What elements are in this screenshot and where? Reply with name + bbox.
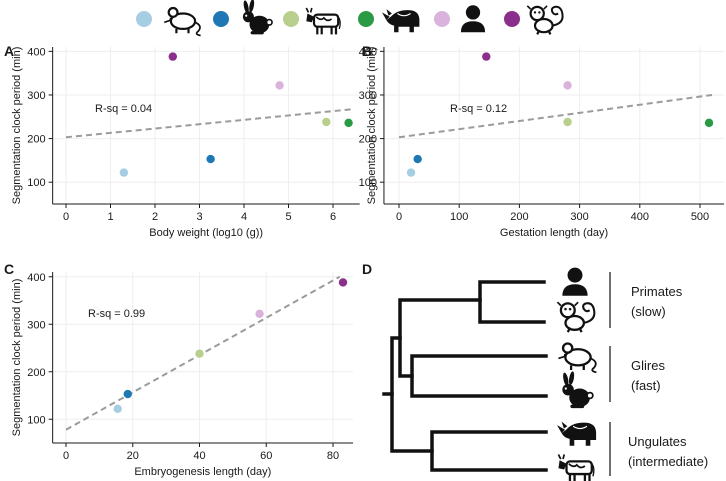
y-tick-label: 100 — [359, 177, 377, 189]
x-tick-label: 3 — [196, 211, 202, 223]
point-rabbit — [123, 389, 132, 399]
primates-label: Primates — [631, 284, 683, 299]
trend-line — [65, 108, 351, 139]
legend-cattle-swatch — [283, 11, 299, 27]
species-legend — [136, 0, 564, 37]
human-icon — [562, 267, 588, 296]
x-tick-label: 0 — [396, 211, 402, 223]
panel-letter-a: A — [4, 43, 14, 59]
legend-marmoset-swatch — [504, 11, 520, 27]
x-tick-label: 1 — [107, 211, 113, 223]
x-tick-label: 0 — [63, 211, 69, 223]
y-tick-label: 400 — [359, 46, 377, 58]
ungulates-label: Ungulates — [628, 434, 687, 449]
x-tick-label: 80 — [327, 450, 339, 462]
point-cattle — [322, 117, 331, 127]
y-tick-label: 100 — [27, 177, 45, 189]
legend-human-swatch — [434, 11, 450, 27]
point-mouse — [119, 168, 129, 177]
y-axis-title: Segmentation clock period (min) — [11, 47, 23, 205]
rhinoceros-icon — [381, 8, 420, 33]
legend-rabbit-swatch — [213, 11, 229, 27]
cattle-icon — [557, 453, 596, 481]
ungulates-speed: (intermediate) — [628, 454, 708, 469]
panel-letter-c: C — [4, 261, 14, 277]
glires-label: Glires — [631, 358, 665, 373]
legend-rhinoceros-swatch — [358, 11, 374, 27]
glires-speed: (fast) — [631, 378, 661, 393]
y-tick-label: 100 — [27, 414, 45, 426]
r-squared-label: R-sq = 0.99 — [88, 308, 145, 320]
x-tick-label: 400 — [631, 211, 649, 223]
point-cattle — [563, 117, 572, 127]
y-axis-title: Segmentation clock period (min) — [11, 279, 23, 437]
point-rabbit — [206, 154, 215, 164]
y-tick-label: 200 — [27, 134, 45, 146]
r-squared-label: R-sq = 0.04 — [95, 103, 152, 115]
x-tick-label: 2 — [152, 211, 158, 223]
x-tick-label: 0 — [63, 450, 69, 462]
point-rhinoceros — [704, 118, 714, 128]
x-axis-title: Gestation length (day) — [500, 227, 608, 239]
legend-mouse-swatch — [136, 11, 152, 27]
point-rhinoceros — [344, 118, 353, 128]
panel-a: A 100 200 300 400 0 1 2 3 4 5 6 Body weight (log10 (… — [4, 43, 360, 239]
x-tick-label: 4 — [241, 211, 247, 223]
point-mouse — [406, 168, 416, 177]
clade-labels: Primates (slow) Glires (fast) Ungulates … — [609, 272, 708, 476]
panel-b: B 100 200 300 400 0 100 200 300 400 500 Gestation l… — [359, 43, 725, 239]
x-tick-label: 5 — [285, 211, 291, 223]
rabbit-icon — [561, 370, 594, 409]
tree-leaf-icons — [556, 267, 598, 481]
point-human — [275, 81, 284, 90]
panel-c: C 100 200 300 400 0 20 40 60 80 Embryogenesis leng… — [4, 261, 354, 478]
x-tick-label: 200 — [510, 211, 528, 223]
human-icon — [460, 5, 486, 33]
y-tick-label: 400 — [27, 272, 45, 284]
y-tick-label: 300 — [27, 319, 45, 331]
r-squared-label: R-sq = 0.12 — [450, 103, 507, 115]
point-mouse — [113, 404, 122, 413]
x-tick-label: 60 — [260, 450, 272, 462]
rabbit-icon — [241, 0, 273, 36]
x-tick-label: 100 — [450, 211, 468, 223]
x-tick-label: 500 — [691, 211, 709, 223]
mouse-icon — [163, 6, 202, 37]
marmoset-icon — [526, 4, 564, 36]
point-rabbit — [413, 154, 422, 164]
trend-line — [398, 93, 713, 139]
x-axis-title: Embryogenesis length (day) — [134, 466, 271, 478]
x-tick-label: 40 — [193, 450, 205, 462]
phylogeny-tree — [382, 280, 548, 472]
mouse-icon — [557, 342, 598, 374]
x-tick-label: 6 — [330, 211, 336, 223]
y-tick-label: 300 — [27, 90, 45, 102]
point-marmoset — [482, 52, 491, 61]
point-marmoset — [338, 278, 348, 287]
point-human — [563, 81, 572, 90]
x-axis-title: Body weight (log10 (g)) — [149, 227, 263, 239]
x-tick-label: 300 — [570, 211, 588, 223]
y-tick-label: 200 — [27, 367, 45, 379]
primates-speed: (slow) — [631, 304, 666, 319]
trend-line — [65, 275, 341, 431]
panel-letter-b: B — [362, 43, 372, 59]
panel-letter-d: D — [362, 261, 372, 277]
phylogeny-panel: D Primates (slow) Glires (fast) Ungulate — [362, 261, 708, 481]
y-tick-label: 300 — [359, 90, 377, 102]
y-tick-label: 200 — [359, 134, 377, 146]
x-tick-label: 20 — [127, 450, 139, 462]
cattle-icon — [305, 6, 342, 36]
point-marmoset — [168, 52, 177, 61]
point-cattle — [195, 349, 204, 358]
y-axis-title: Segmentation clock period (min) — [366, 47, 378, 205]
point-human — [255, 309, 264, 318]
marmoset-icon — [556, 301, 596, 334]
y-tick-label: 400 — [27, 46, 45, 58]
rhinoceros-icon — [556, 421, 597, 447]
